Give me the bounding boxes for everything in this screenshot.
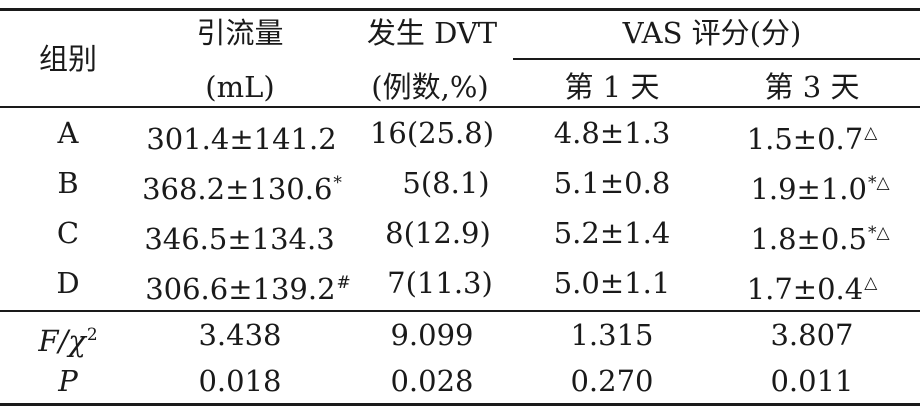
row-d-drainage: 306.6±139.2# xyxy=(145,266,351,306)
stat-p-label-main: P xyxy=(58,364,78,398)
header-dvt-line1: 发生 DVT xyxy=(366,16,498,50)
row-b-dvt: 5(8.1) xyxy=(402,166,490,200)
row-c-day3-mark: *△ xyxy=(867,223,890,243)
stat-p-label: P xyxy=(58,364,78,398)
row-d-group: D xyxy=(56,266,80,300)
stat-f-chi-day3: 3.807 xyxy=(770,318,854,352)
row-b-group: B xyxy=(57,166,79,200)
top-rule xyxy=(0,8,920,11)
row-a-day3-value: 1.5±0.7 xyxy=(746,122,864,156)
row-b-day1: 5.1±0.8 xyxy=(553,166,671,200)
row-a-day3: 1.5±0.7△ xyxy=(747,116,878,156)
header-bottom-rule xyxy=(0,106,920,108)
row-d-dvt: 7(11.3) xyxy=(387,266,493,300)
row-a-day3-mark: △ xyxy=(864,123,878,143)
row-a-drainage-value: 301.4±141.2 xyxy=(146,122,337,156)
stat-f-chi-day1: 1.315 xyxy=(570,318,654,352)
row-b-day3-mark: *△ xyxy=(867,173,890,193)
header-group: 组别 xyxy=(38,42,98,76)
row-c-day3-value: 1.8±0.5 xyxy=(750,222,867,256)
row-b-day3: 1.9±1.0*△ xyxy=(750,166,889,206)
row-a-day1: 4.8±1.3 xyxy=(553,116,671,150)
row-b-drainage: 368.2±130.6* xyxy=(142,166,342,206)
header-day1: 第 1 天 xyxy=(564,70,660,104)
row-a-drainage: 301.4±141.2 xyxy=(146,116,337,156)
row-d-day1: 5.0±1.1 xyxy=(553,266,671,300)
row-a-dvt: 16(25.8) xyxy=(369,116,495,150)
row-b-day3-value: 1.9±1.0 xyxy=(750,172,867,206)
stat-p-drainage: 0.018 xyxy=(198,364,282,398)
stat-f-chi-drainage: 3.438 xyxy=(198,318,282,352)
row-b-drainage-mark: * xyxy=(333,173,342,193)
row-d-day3-mark: △ xyxy=(864,273,878,293)
header-day3: 第 3 天 xyxy=(764,70,860,104)
row-d-drainage-mark: # xyxy=(336,273,351,293)
row-b-drainage-value: 368.2±130.6 xyxy=(142,172,333,206)
stat-p-day3: 0.011 xyxy=(770,364,854,398)
header-drainage-line2: (mL) xyxy=(205,70,275,104)
row-c-drainage: 346.5±134.3 xyxy=(144,216,335,256)
row-c-drainage-value: 346.5±134.3 xyxy=(144,222,335,256)
row-d-drainage-value: 306.6±139.2 xyxy=(145,272,336,306)
row-c-day3: 1.8±0.5*△ xyxy=(750,216,889,256)
stat-p-day1: 0.270 xyxy=(570,364,654,398)
header-drainage-line1: 引流量 xyxy=(196,16,284,50)
header-dvt-line2: (例数,%) xyxy=(371,70,489,104)
vas-subheader-rule xyxy=(513,58,920,60)
row-c-group: C xyxy=(56,216,80,250)
row-c-dvt: 8(12.9) xyxy=(385,216,491,250)
row-c-day1: 5.2±1.4 xyxy=(553,216,671,250)
row-d-day3-value: 1.7±0.4 xyxy=(746,272,864,306)
row-a-group: A xyxy=(57,116,79,150)
stat-p-dvt: 0.028 xyxy=(390,364,474,398)
stat-f-chi-label: F/χ2 xyxy=(38,318,97,358)
stat-f-chi-label-sup: 2 xyxy=(86,325,98,345)
stat-f-chi-dvt: 9.099 xyxy=(390,318,474,352)
bottom-rule xyxy=(0,403,920,406)
header-vas-title: VAS 评分(分) xyxy=(622,16,802,50)
row-d-day3: 1.7±0.4△ xyxy=(747,266,878,306)
stat-f-chi-label-main: F/χ xyxy=(38,324,86,358)
stats-separator-rule xyxy=(0,310,920,312)
